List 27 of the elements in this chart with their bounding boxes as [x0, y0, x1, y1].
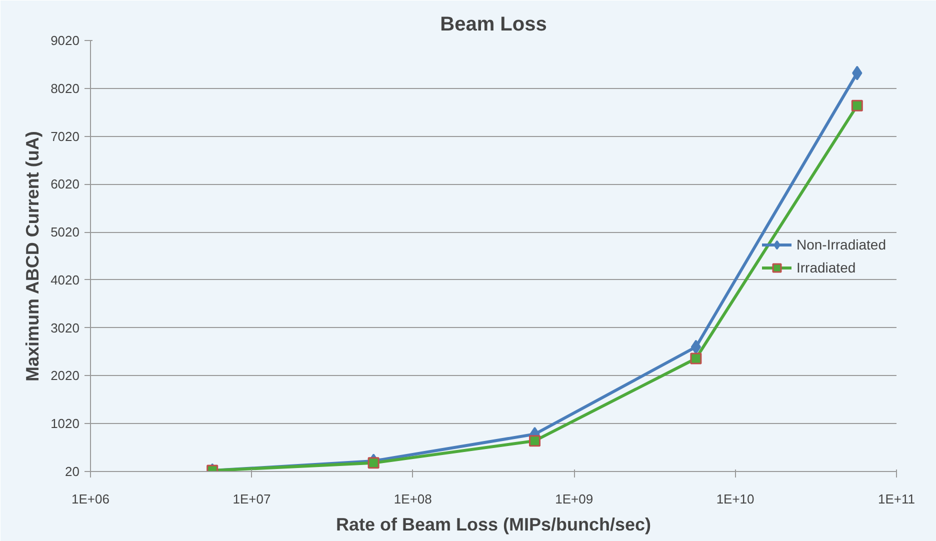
x-tick-label: 1E+07	[232, 492, 271, 506]
point	[528, 435, 540, 447]
point	[852, 66, 862, 80]
y-axis-title: Maximum ABCD Current (uA)	[22, 131, 43, 382]
y-tick-label: 4020	[50, 272, 80, 288]
x-tick-label: 1E+09	[555, 492, 594, 506]
y-tick-label: 5020	[50, 224, 80, 240]
y-tick-label: 6020	[50, 176, 80, 192]
y-tick-label: 20	[65, 464, 80, 479]
y-tick-label: 8020	[50, 80, 80, 96]
legend-label: Non-Irradiated	[796, 236, 886, 252]
y-tick-label: 2020	[50, 368, 80, 384]
point	[851, 100, 863, 112]
x-tick-label: 1E+08	[394, 492, 432, 506]
x-tick-label: 1E+10	[716, 492, 754, 506]
legend-label: Irradiated	[796, 259, 856, 275]
point	[690, 352, 702, 364]
x-axis-title: Rate of Beam Loss (MIPs/bunch/sec)	[336, 514, 652, 534]
y-tick-label: 9020	[50, 33, 80, 48]
y-tick-label: 3020	[50, 320, 80, 336]
point	[690, 340, 702, 354]
x-tick-label: 1E+06	[72, 492, 110, 506]
point	[368, 457, 380, 469]
y-tick-label: 7020	[50, 128, 80, 144]
x-tick-label: 1E+11	[878, 492, 916, 506]
chart-title: Beam Loss	[440, 14, 547, 36]
y-tick-label: 1020	[50, 416, 80, 432]
